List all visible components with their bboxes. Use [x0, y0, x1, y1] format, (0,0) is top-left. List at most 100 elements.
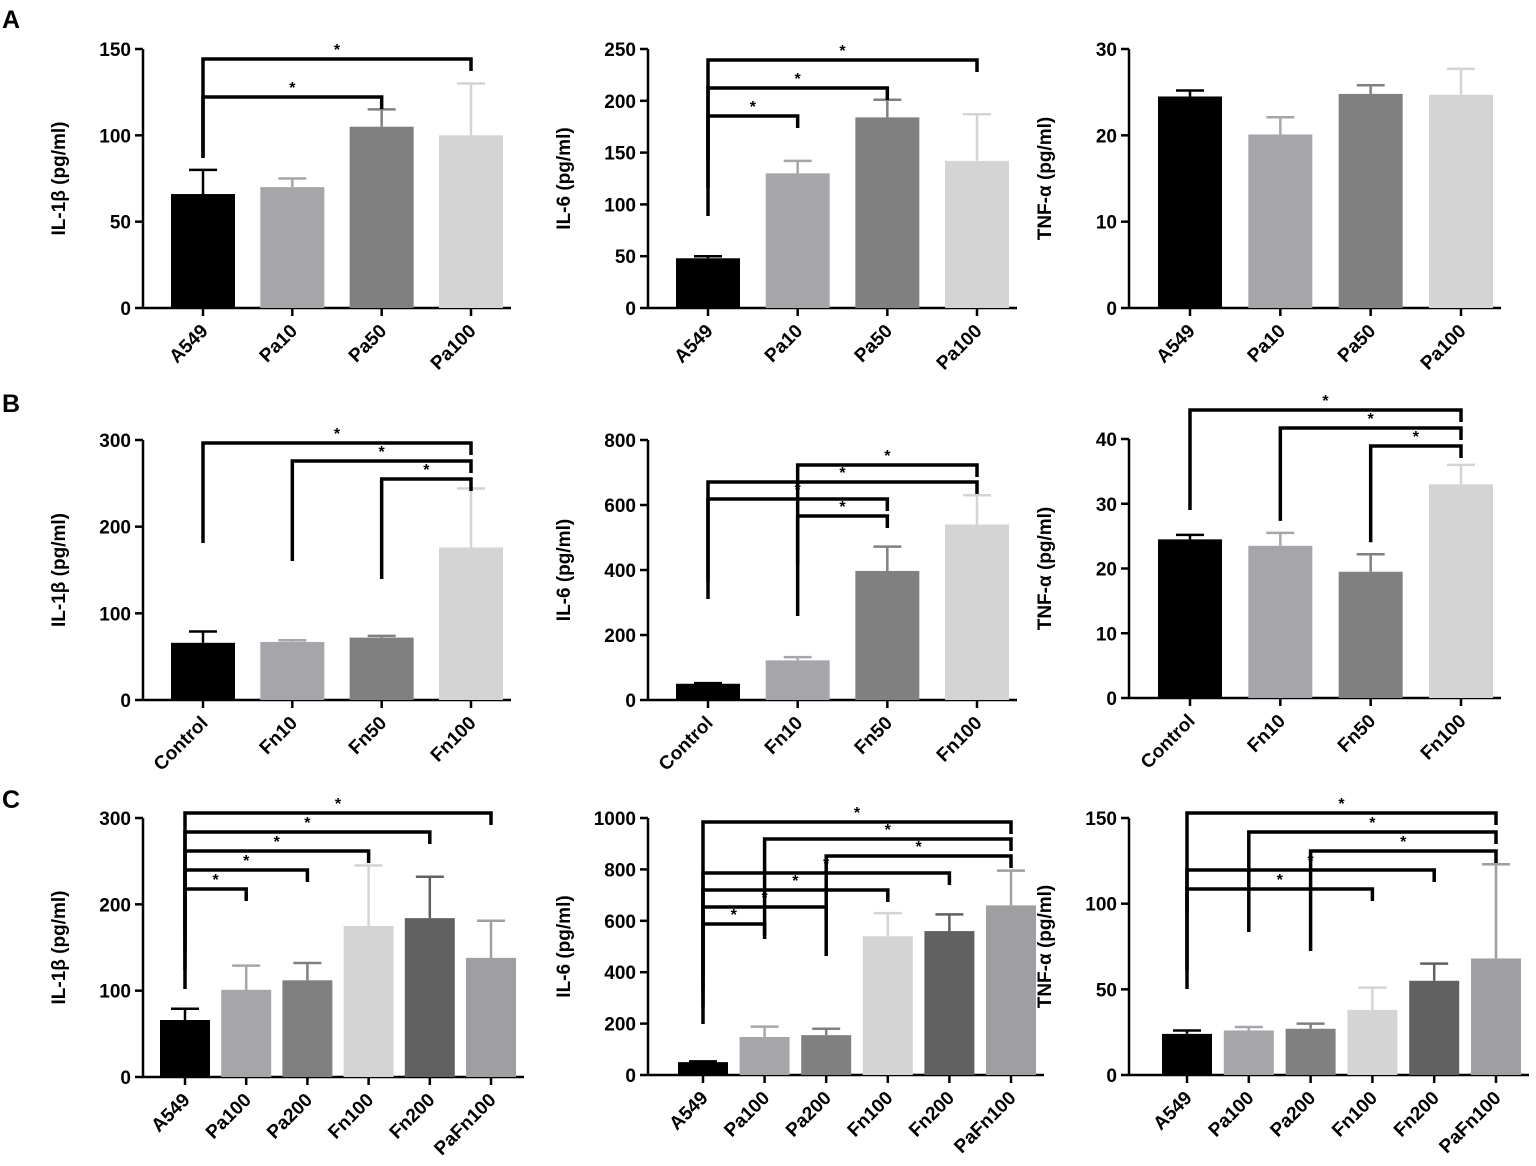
y-tick-label: 100	[1085, 895, 1117, 916]
bar-fn100	[862, 936, 913, 1075]
significance-marker: *	[885, 822, 892, 839]
y-tick-label: 600	[604, 912, 636, 933]
y-axis-label: IL-1β (pg/ml)	[49, 891, 70, 1005]
significance-marker: *	[1338, 796, 1345, 813]
significance-marker: *	[1277, 872, 1284, 889]
bar-pafn100	[466, 957, 516, 1077]
category-label: Pa100	[1417, 321, 1471, 375]
y-tick-label: 250	[604, 40, 636, 61]
y-axis-label: IL-1β (pg/ml)	[49, 513, 70, 627]
bar-fn10	[765, 660, 830, 700]
significance-marker: *	[839, 499, 846, 516]
y-tick-label: 600	[604, 496, 636, 517]
significance-bracket	[1185, 811, 1498, 913]
bar-a549	[171, 194, 235, 308]
y-tick-label: 0	[1106, 299, 1117, 320]
significance-bracket	[795, 514, 890, 616]
y-tick-label: 30	[1096, 40, 1117, 61]
category-label: Fn100	[324, 1090, 378, 1144]
bar-pa200	[282, 980, 333, 1077]
y-axis-label: IL-6 (pg/ml)	[554, 519, 575, 621]
significance-marker: *	[1413, 429, 1420, 446]
y-tick-label: 0	[625, 1066, 636, 1087]
chart-3: 0 100 200 300 IL-1β (pg/ml) Control Fn10 Fn50 Fn…	[49, 426, 511, 775]
chart-5: 0 10 20 30 40 TNF-α (pg/ml) Control Fn10 Fn50 Fn1…	[1035, 393, 1501, 773]
bar-a549	[678, 1062, 728, 1075]
category-label: Fn100	[844, 1088, 898, 1142]
significance-marker: *	[1368, 411, 1375, 428]
y-tick-label: 150	[99, 40, 131, 61]
category-label: Fn100	[427, 713, 481, 767]
category-label: Fn100	[933, 713, 987, 767]
category-label: Fn50	[851, 713, 897, 759]
bar-control	[171, 642, 235, 700]
significance-marker: *	[823, 856, 830, 873]
y-tick-label: 200	[604, 626, 636, 647]
bar-pa100	[439, 135, 503, 308]
significance-marker: *	[839, 465, 846, 482]
y-tick-label: 100	[604, 195, 636, 216]
significance-marker: *	[761, 890, 768, 907]
y-tick-label: 0	[120, 691, 131, 712]
y-tick-label: 0	[1106, 689, 1117, 710]
y-axis-label: IL-6 (pg/ml)	[554, 127, 575, 229]
y-tick-label: 0	[120, 1068, 131, 1089]
y-tick-label: 50	[615, 247, 636, 268]
significance-bracket	[1278, 426, 1463, 521]
y-tick-label: 20	[1096, 560, 1117, 581]
panel-label-b: B	[2, 390, 20, 418]
category-label: Control	[150, 713, 213, 776]
y-tick-label: 10	[1096, 624, 1117, 645]
y-tick-label: 10	[1096, 213, 1117, 234]
bar-fn50	[349, 637, 414, 700]
y-tick-label: 0	[625, 691, 636, 712]
chart-2: 0 10 20 30 TNF-α (pg/ml) A549 Pa10 Pa50 Pa100	[1035, 40, 1501, 374]
category-label: A549	[671, 321, 718, 368]
category-label: Fn10	[761, 713, 807, 759]
significance-marker: *	[334, 426, 341, 443]
category-label: PaFn100	[950, 1088, 1020, 1158]
bar-fn200	[1409, 980, 1460, 1075]
panel-label-c: C	[2, 786, 20, 814]
significance-marker: *	[334, 42, 341, 59]
bar-pafn100	[986, 905, 1036, 1075]
y-tick-label: 0	[1106, 1066, 1117, 1087]
significance-bracket	[183, 868, 310, 970]
bar-pa200	[801, 1035, 852, 1075]
y-tick-label: 50	[110, 213, 131, 234]
significance-bracket	[183, 849, 371, 951]
significance-bracket	[701, 922, 767, 1024]
category-label: Fn100	[1417, 711, 1471, 765]
y-tick-label: 200	[604, 1015, 636, 1036]
bar-a549	[1162, 1033, 1212, 1075]
significance-marker: *	[750, 99, 757, 116]
y-tick-label: 200	[99, 518, 131, 539]
bar-fn200	[404, 918, 455, 1077]
category-label: Fn50	[1334, 711, 1380, 757]
y-tick-label: 50	[1096, 980, 1117, 1001]
bar-control	[676, 683, 740, 700]
significance-bracket	[1188, 408, 1463, 510]
bar-pafn100	[1471, 958, 1521, 1075]
significance-bracket	[706, 497, 890, 599]
chart-1: 0 50 100 150 200 250 IL-6 (pg/ml) A549 Pa10 Pa50 P…	[554, 40, 1017, 374]
significance-marker: *	[884, 448, 891, 465]
chart-6: 0 100 200 300 IL-1β (pg/ml) A549 Pa100 Pa200 Fn1…	[49, 796, 524, 1160]
y-axis-label: TNF-α (pg/ml)	[1035, 885, 1056, 1009]
bar-fn100	[1347, 1009, 1398, 1075]
y-tick-label: 20	[1096, 126, 1117, 147]
significance-bracket	[824, 854, 1013, 956]
significance-bracket	[201, 57, 473, 158]
bar-fn200	[924, 931, 975, 1075]
significance-bracket	[706, 58, 979, 160]
y-tick-label: 0	[120, 299, 131, 320]
category-label: Fn100	[1328, 1088, 1382, 1142]
category-label: Pa100	[720, 1088, 774, 1142]
chart-0: 0 50 100 150 IL-1β (pg/ml) A549 Pa10 Pa50 Pa100 *…	[49, 40, 511, 374]
bar-fn10	[1248, 545, 1313, 698]
y-tick-label: 400	[604, 561, 636, 582]
significance-marker: *	[212, 872, 219, 889]
